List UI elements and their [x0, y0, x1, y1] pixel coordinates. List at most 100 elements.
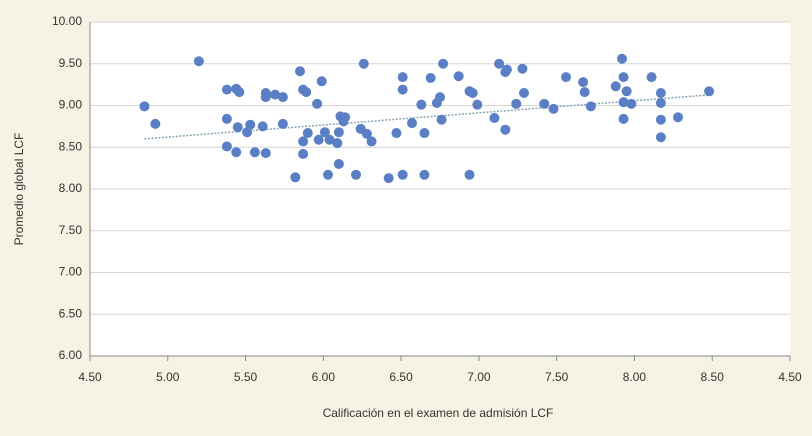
point: [249, 147, 260, 158]
point: [316, 76, 327, 87]
y-tick-label: 6.50: [59, 306, 83, 320]
point: [397, 72, 408, 83]
point: [519, 87, 529, 98]
point: [277, 118, 288, 129]
y-tick-label: 9.00: [59, 98, 83, 112]
point: [655, 97, 666, 108]
point: [193, 56, 204, 67]
point: [397, 169, 408, 180]
point: [221, 113, 232, 124]
point: [610, 81, 621, 92]
point: [324, 134, 335, 145]
point: [333, 158, 344, 169]
point: [231, 147, 242, 158]
point: [621, 86, 632, 97]
y-tick-label: 7.50: [59, 223, 83, 237]
point: [234, 87, 245, 98]
x-tick-label: 5.00: [156, 370, 180, 384]
y-axis-label: Promedio global LCF: [12, 133, 26, 246]
point: [435, 92, 445, 103]
point: [501, 64, 512, 75]
point: [295, 66, 305, 77]
point: [302, 128, 313, 139]
point: [472, 99, 483, 110]
point: [673, 112, 683, 123]
point: [383, 173, 394, 184]
y-tick-label: 10.00: [52, 14, 82, 28]
point: [646, 72, 657, 83]
point: [438, 58, 449, 69]
point: [655, 114, 666, 125]
point: [585, 101, 596, 112]
point: [298, 148, 309, 159]
x-tick-label: 8.50: [701, 370, 725, 384]
point: [312, 98, 323, 109]
y-tick-label: 6.00: [59, 348, 83, 362]
point: [257, 121, 268, 132]
point: [467, 87, 478, 98]
point: [366, 136, 377, 147]
point: [221, 84, 232, 95]
point: [453, 71, 464, 82]
point: [298, 136, 309, 147]
y-tick-label: 8.50: [59, 139, 83, 153]
point: [407, 118, 417, 129]
point: [464, 169, 475, 180]
point: [260, 92, 271, 103]
point: [301, 87, 312, 98]
point: [351, 169, 361, 180]
point: [319, 127, 330, 138]
point: [579, 87, 590, 98]
point: [618, 113, 629, 124]
point: [419, 169, 430, 180]
x-tick-label: 5.50: [234, 370, 258, 384]
point: [517, 63, 528, 74]
point: [313, 134, 324, 145]
x-tick-label: 6.50: [389, 370, 413, 384]
point: [277, 92, 288, 103]
x-tick-label: 4.50: [78, 370, 102, 384]
point: [358, 58, 369, 69]
x-axis-label: Calificación en el examen de admisión LC…: [323, 406, 554, 420]
point: [500, 124, 511, 135]
point: [391, 128, 402, 139]
point: [416, 99, 427, 110]
point: [436, 114, 447, 125]
point: [539, 98, 550, 109]
y-tick-label: 9.50: [59, 56, 83, 70]
point: [655, 132, 666, 143]
point: [242, 127, 253, 138]
point: [397, 84, 408, 95]
point: [150, 118, 161, 129]
point: [618, 97, 629, 108]
point: [419, 128, 430, 139]
point: [340, 112, 351, 123]
point: [232, 122, 243, 133]
point: [323, 169, 333, 180]
x-tick-label: 7.50: [545, 370, 569, 384]
point: [494, 58, 505, 69]
point: [511, 98, 522, 109]
point: [270, 89, 281, 100]
point: [704, 86, 715, 97]
x-tick-label: 8.00: [623, 370, 647, 384]
point: [561, 72, 571, 83]
point: [333, 127, 344, 138]
x-tick-label: 6.00: [312, 370, 336, 384]
point: [245, 119, 256, 130]
point: [221, 141, 232, 152]
point: [578, 77, 589, 88]
point: [655, 87, 666, 98]
point: [626, 98, 637, 109]
point: [425, 72, 436, 83]
point: [548, 103, 559, 114]
point: [618, 72, 629, 83]
point: [361, 128, 372, 139]
x-tick-label: 4.50: [778, 370, 802, 384]
point: [489, 113, 500, 124]
x-tick-label: 7.00: [467, 370, 491, 384]
point: [617, 53, 627, 64]
y-tick-label: 7.00: [59, 265, 83, 279]
